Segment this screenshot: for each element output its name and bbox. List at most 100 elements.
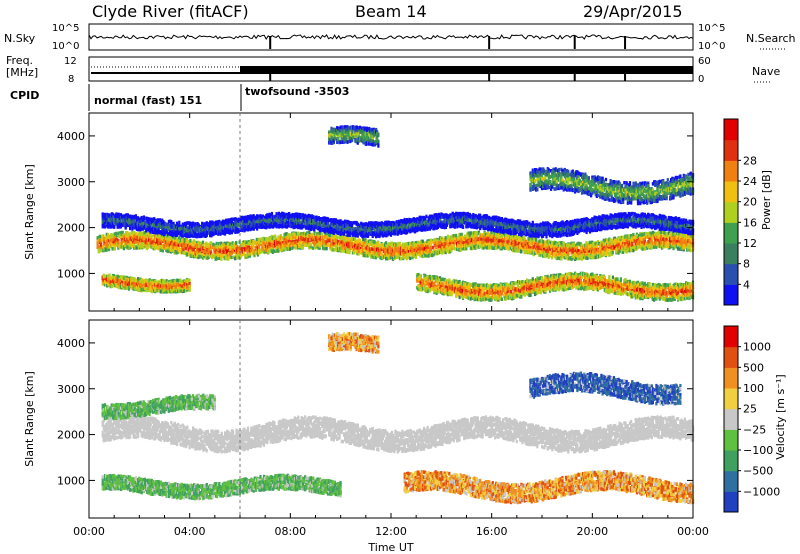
scatter-cell	[136, 240, 139, 245]
scatter-cell	[338, 242, 341, 247]
scatter-cell	[146, 239, 150, 244]
scatter-cell	[445, 245, 448, 249]
scatter-cell	[422, 244, 425, 248]
scatter-cell	[233, 248, 237, 252]
scatter-cell	[176, 242, 179, 246]
nave-label: Nave	[752, 65, 780, 78]
scatter-cell	[428, 253, 431, 257]
scatter-cell	[125, 234, 128, 238]
scatter-cell	[409, 256, 412, 261]
scatter-cell	[367, 243, 371, 247]
scatter-cell	[157, 246, 160, 251]
scatter-cell	[290, 241, 293, 245]
scatter-cell	[312, 231, 316, 235]
scatter-cell	[399, 252, 403, 256]
scatter-cell	[160, 245, 163, 249]
scatter-cell	[167, 238, 170, 242]
scatter-cell	[132, 241, 135, 246]
scatter-cell	[103, 236, 106, 241]
scatter-cell	[228, 244, 231, 248]
scatter-cell	[223, 255, 226, 260]
scatter-cell	[425, 241, 428, 245]
scatter-cell	[428, 242, 431, 247]
scatter-cell	[167, 249, 170, 253]
scatter-cell	[279, 247, 282, 252]
scatter-cell	[689, 248, 692, 253]
scatter-cell	[325, 238, 328, 243]
scatter-cell	[398, 241, 401, 246]
scatter-cell	[248, 248, 251, 253]
scatter-cell	[285, 242, 288, 247]
scatter-cell	[282, 246, 285, 251]
scatter-cell	[399, 244, 403, 248]
scatter-cell	[116, 233, 119, 238]
scatter-cell	[185, 252, 188, 256]
scatter-cell	[351, 242, 354, 246]
scatter-cell	[225, 249, 229, 253]
scatter-cell	[346, 237, 349, 241]
scatter-cell	[129, 237, 132, 241]
scatter-cell	[389, 246, 392, 250]
freq-tick-bottom: 8	[68, 74, 74, 85]
scatter-cell	[190, 253, 193, 257]
scatter-cell	[239, 251, 242, 255]
scatter-cell	[259, 250, 262, 254]
scatter-cell	[274, 234, 277, 239]
scatter-cell	[215, 250, 218, 255]
scatter-cell	[362, 247, 365, 252]
scatter-cell	[277, 248, 280, 252]
scatter-cell	[168, 247, 171, 251]
scatter-cell	[157, 232, 160, 237]
scatter-cell	[230, 246, 233, 251]
scatter-cell	[309, 242, 312, 247]
scatter-cell	[167, 246, 170, 250]
scatter-cell	[414, 243, 417, 247]
scatter-cell	[315, 233, 318, 237]
scatter-cell	[292, 245, 295, 249]
scatter-cell	[632, 232, 635, 237]
scatter-cell	[225, 245, 229, 250]
scatter-cell	[174, 236, 177, 240]
scatter-cell	[208, 244, 211, 248]
scatter-cell	[450, 238, 453, 242]
scatter-cell	[134, 246, 137, 250]
scatter-cell	[97, 235, 100, 240]
scatter-cell	[113, 247, 116, 251]
scatter-cell	[387, 248, 390, 253]
scatter-cell	[113, 236, 116, 241]
scatter-cell	[451, 244, 454, 248]
scatter-cell	[215, 245, 218, 250]
scatter-cell	[157, 235, 160, 239]
scatter-cell	[228, 241, 231, 246]
scatter-cell	[323, 239, 326, 243]
scatter-cell	[149, 234, 152, 238]
scatter-cell	[284, 247, 287, 251]
scatter-cell	[103, 247, 106, 252]
scatter-cell	[169, 236, 172, 240]
scatter-cell	[196, 248, 199, 253]
scatter-cell	[103, 241, 106, 246]
scatter-cell	[215, 255, 218, 260]
scatter-cell	[402, 255, 405, 259]
scatter-cell	[312, 241, 316, 245]
scatter-cell	[346, 242, 349, 247]
scatter-cell	[244, 255, 247, 260]
scatter-cell	[315, 245, 318, 249]
scatter-cell	[124, 225, 127, 230]
scatter-cell	[282, 243, 285, 247]
scatter-cell	[366, 250, 369, 255]
scatter-cell	[269, 249, 272, 253]
scatter-cell	[200, 244, 203, 248]
scatter-cell	[243, 242, 246, 247]
scatter-cell	[213, 243, 216, 247]
scatter-cell	[152, 240, 155, 245]
scatter-cell	[369, 253, 372, 257]
scatter-cell	[320, 242, 324, 247]
scatter-cell	[192, 239, 195, 243]
scatter-cell	[203, 247, 206, 251]
scatter-cell	[119, 242, 122, 246]
scatter-cell	[209, 241, 213, 245]
scatter-cell	[390, 246, 393, 250]
scatter-cell	[331, 247, 334, 252]
